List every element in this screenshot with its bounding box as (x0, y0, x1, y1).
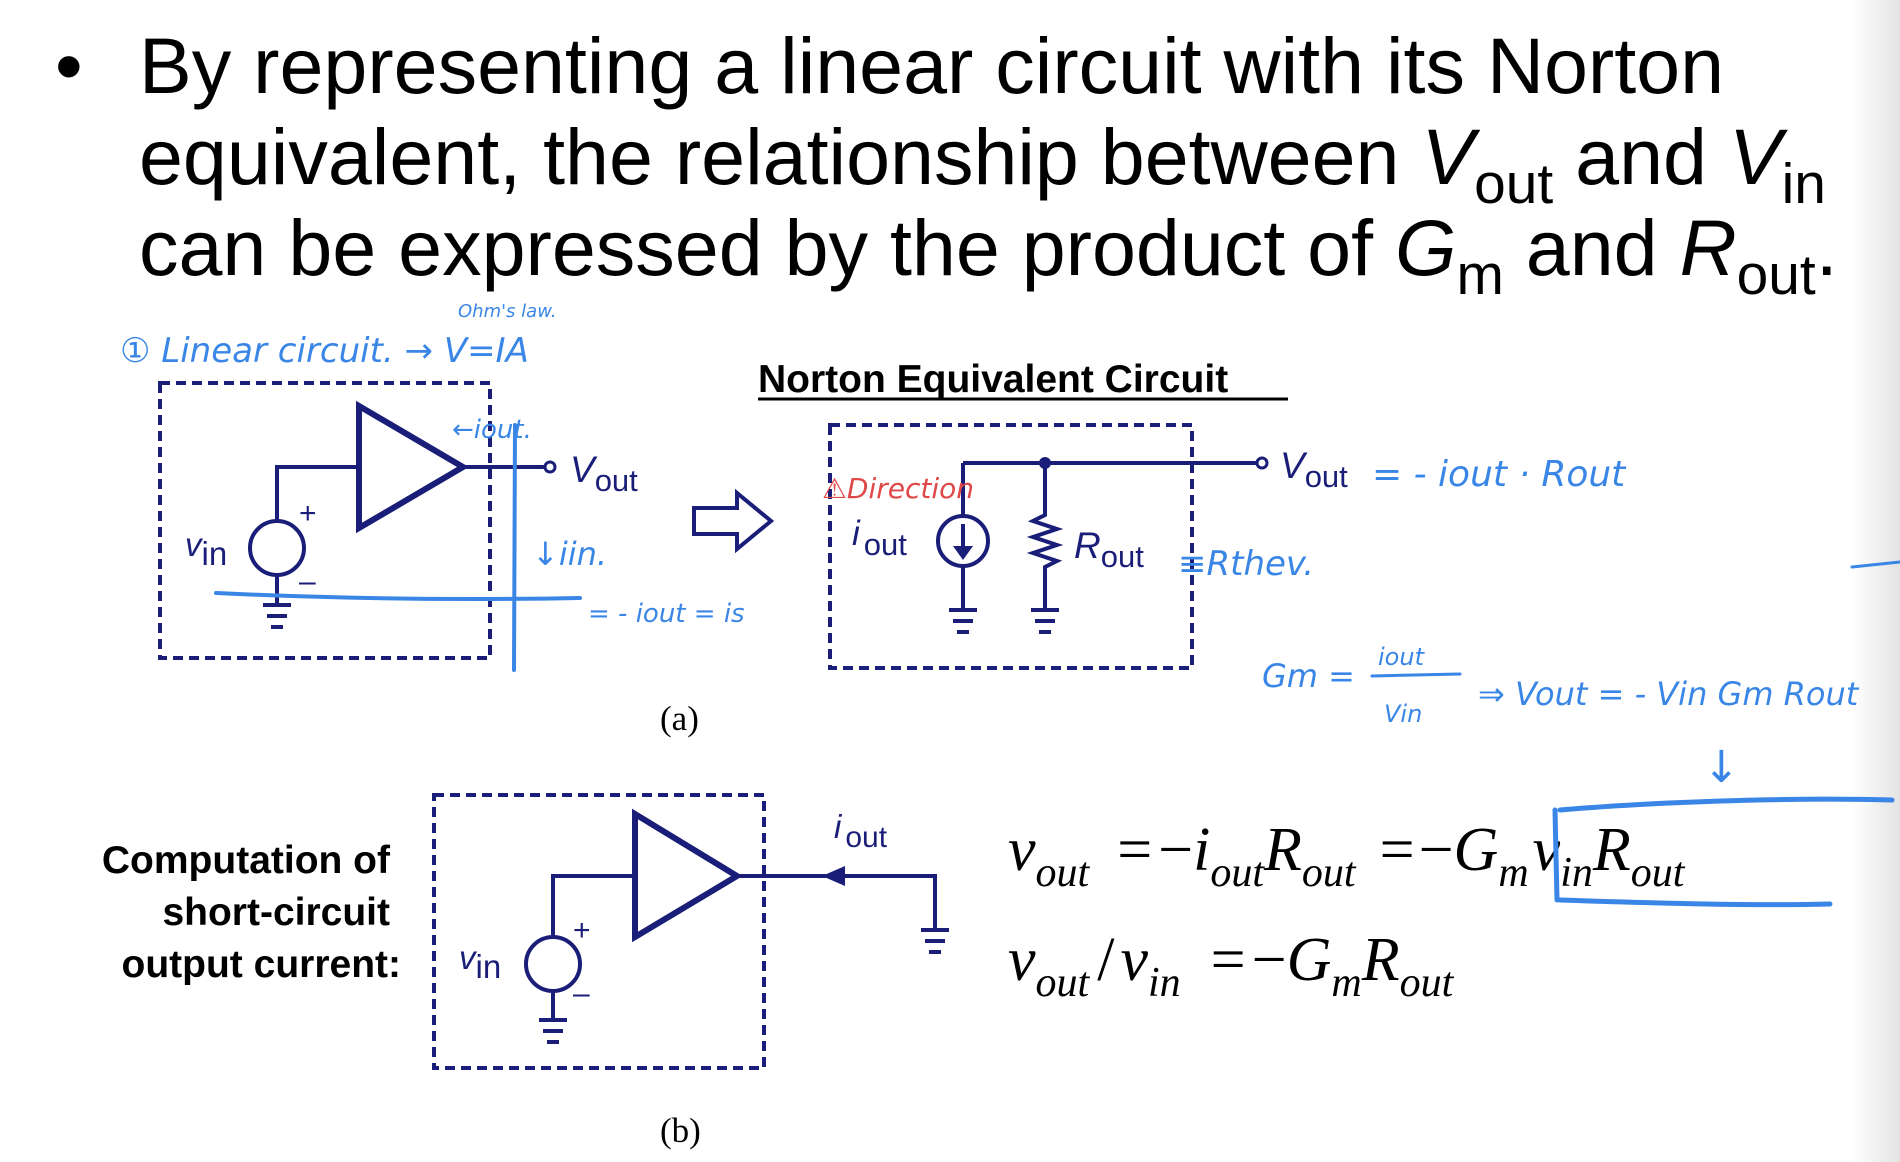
voltage-source-a (248, 519, 306, 577)
annotation-edge-stroke (1850, 560, 1900, 569)
input-wire-b (551, 874, 635, 937)
annotation-highlight-box (1552, 796, 1895, 908)
vin-label-b: vin (459, 939, 501, 985)
ground-symbol-source (949, 566, 977, 634)
minus-sign-a: – (299, 565, 316, 598)
bullet-text: By representing a linear circuit with it… (139, 20, 1839, 307)
handwritten-annotations: Ohm's law. ① Linear circuit. → V=IA ←iou… (120, 301, 1900, 908)
annotation-iout-arrow: ←iout. (452, 415, 532, 445)
page-edge-shade (1852, 0, 1900, 1162)
rout-label-norton: Rout (1074, 525, 1144, 574)
side-label-line-2: short-circuit (162, 891, 390, 934)
annotation-vertical-stroke (512, 423, 517, 672)
ground-symbol-b (539, 991, 567, 1044)
circuit-b: Computation of short-circuit output curr… (102, 793, 949, 1070)
equations: vout =−ioutRout =−GmvinRout vout/vin =−GmRo… (1008, 816, 1686, 1006)
bullet-line-2: equivalent, the relationship between Vou… (139, 112, 1826, 216)
norton-title: Norton Equivalent Circuit (758, 358, 1228, 401)
short-circuit-wire (737, 874, 937, 930)
annotation-rthev: ≡Rthev. (1178, 544, 1314, 584)
iout-label-b: i out (834, 808, 888, 854)
minus-sign-b: – (573, 977, 590, 1010)
annotation-gm-denominator: Vin (1384, 700, 1422, 728)
plus-sign-a: + (299, 497, 317, 530)
iout-arrow-b (822, 866, 845, 886)
output-terminal-a (543, 460, 557, 474)
bullet-line-1: By representing a linear circuit with it… (139, 21, 1725, 110)
side-label-line-3: output current: (122, 943, 401, 986)
plus-sign-b: + (573, 914, 591, 947)
annotation-linear-circuit: ① Linear circuit. → V=IA (120, 331, 529, 371)
caption-b: (b) (660, 1111, 701, 1150)
bullet-line-3: can be expressed by the product of Gm an… (139, 203, 1838, 307)
amplifier-triangle-b (632, 808, 743, 943)
annotation-vout-gm: ⇒ Vout = - Vin Gm Rout (1478, 675, 1860, 713)
amplifier-box-a (158, 381, 492, 660)
annotation-gm-numerator: iout (1378, 643, 1426, 671)
annotation-down-arrow: ↓ (1703, 742, 1740, 793)
bullet-dot: • (55, 21, 83, 110)
annotation-eq-note: = - iout = is (588, 599, 745, 629)
amplifier-box-b (432, 793, 766, 1070)
annotation-ohms-law: Ohm's law. (458, 301, 556, 322)
vout-label-norton: Vout (1280, 445, 1348, 494)
transform-arrow (692, 488, 775, 554)
annotation-iin: ↓iin. (532, 535, 607, 573)
annotation-gm-fraction-bar (1370, 672, 1462, 678)
vout-label-a: Vout (570, 449, 638, 498)
amplifier-triangle-a (356, 400, 469, 534)
annotation-direction-warning: ⚠Direction (822, 472, 974, 505)
side-label-line-1: Computation of (102, 839, 391, 882)
caption-a: (a) (660, 699, 699, 738)
input-wire-a (275, 465, 359, 521)
resistor-rout (1026, 463, 1064, 634)
annotation-horizontal-stroke (214, 591, 582, 602)
vin-label-a: vin (185, 526, 227, 572)
norton-box (828, 423, 1194, 670)
norton-circuit: Norton Equivalent Circuit i out Rout Vout (758, 358, 1348, 670)
voltage-source-b (524, 935, 582, 993)
current-source-arrow-head (953, 546, 973, 560)
ground-symbol-short (921, 928, 949, 954)
equation-1: vout =−ioutRout =−GmvinRout (1008, 816, 1686, 896)
ground-symbol-a (263, 575, 291, 629)
circuit-a: + – vin Vout (158, 381, 638, 660)
annotation-vout-expression: = - iout · Rout (1372, 454, 1627, 495)
equation-2: vout/vin =−GmRout (1008, 926, 1455, 1006)
iout-label-norton: i out (852, 514, 907, 562)
annotation-gm: Gm = (1262, 657, 1355, 695)
norton-output-terminal (1255, 456, 1269, 470)
